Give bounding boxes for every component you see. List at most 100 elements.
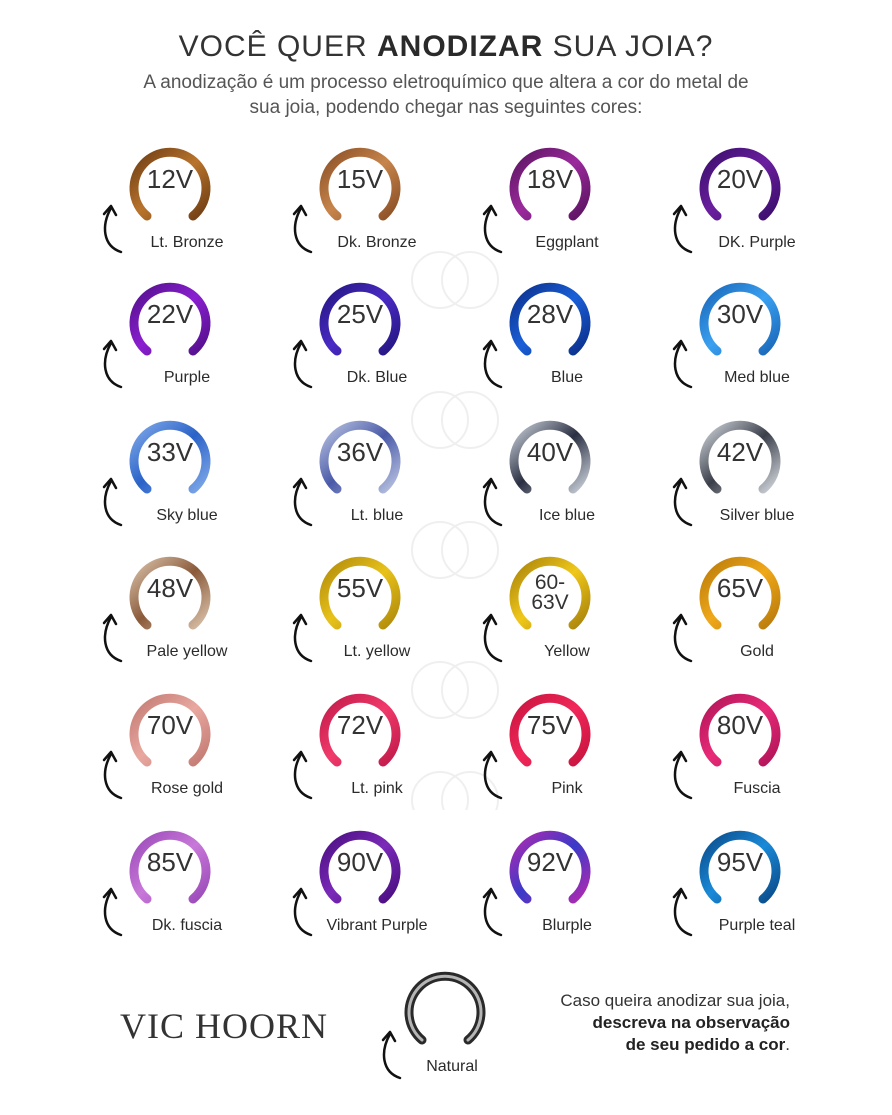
subtitle: A anodização é um processo eletroquímico… xyxy=(143,72,749,118)
color-swatch: 75V Pink xyxy=(475,684,645,812)
color-swatch: 30V Med blue xyxy=(665,273,835,401)
curved-arrow-icon xyxy=(102,204,123,254)
voltage-label: 36V xyxy=(336,437,384,467)
ring-icon xyxy=(509,282,591,356)
color-name: Pale yellow xyxy=(146,643,228,660)
curved-arrow-icon xyxy=(672,887,693,937)
ring-icon xyxy=(509,420,591,494)
color-swatch: 40V Ice blue xyxy=(475,411,645,539)
ring-icon xyxy=(129,147,211,221)
color-grid: 12V Lt. Bronze 15V Dk. Bronze 18V Eggplant 20V… xyxy=(95,138,855,938)
curved-arrow-icon xyxy=(292,204,313,254)
note-line-3: de seu pedido a cor xyxy=(625,1035,786,1054)
color-name: Blurple xyxy=(542,917,592,934)
color-name: Sky blue xyxy=(156,507,218,524)
ring-icon xyxy=(699,420,781,494)
color-name: Pink xyxy=(551,780,583,797)
curved-arrow-icon xyxy=(482,339,503,389)
voltage-label: 28V xyxy=(526,299,574,329)
color-swatch: 18V Eggplant xyxy=(475,138,645,266)
header: VOCÊ QUER ANODIZAR SUA JOIA? A anodizaçã… xyxy=(0,30,892,120)
order-note: Caso queira anodizar sua joia, descreva … xyxy=(500,990,790,1056)
curved-arrow-icon xyxy=(292,339,313,389)
color-swatch: 15V Dk. Bronze xyxy=(285,138,455,266)
color-name: Blue xyxy=(550,369,584,386)
ring-icon xyxy=(319,147,401,221)
color-swatch: 36V Lt. blue xyxy=(285,411,455,539)
ring-icon xyxy=(319,556,401,630)
curved-arrow-icon xyxy=(672,204,693,254)
color-name: Lt. yellow xyxy=(343,643,411,660)
color-swatch: 90V Vibrant Purple xyxy=(285,821,455,949)
color-name: Dk. Bronze xyxy=(337,234,417,251)
vic-hoorn-logo: VIC HOORN xyxy=(120,1006,328,1046)
curved-arrow-icon xyxy=(102,613,123,663)
note-line-2: descreva na observação xyxy=(592,1013,790,1032)
voltage-label: 92V xyxy=(526,847,574,877)
color-swatch: 55V Lt. yellow xyxy=(285,547,455,675)
curved-arrow-icon xyxy=(292,477,313,527)
ring-icon xyxy=(699,147,781,221)
voltage-label: 33V xyxy=(146,437,194,467)
color-name: Gold xyxy=(740,643,774,660)
title-post: SUA JOIA? xyxy=(543,30,714,63)
voltage-label: 75V xyxy=(526,710,574,740)
voltage-label: 25V xyxy=(336,299,384,329)
color-name: Med blue xyxy=(724,369,790,386)
color-swatch: 85V Dk. fuscia xyxy=(95,821,265,949)
color-name: Lt. blue xyxy=(350,507,404,524)
voltage-label: 70V xyxy=(146,710,194,740)
title-pre: VOCÊ QUER xyxy=(178,30,377,63)
voltage-label: 20V xyxy=(716,164,764,194)
ring-icon xyxy=(509,693,591,767)
curved-arrow-icon xyxy=(482,204,503,254)
color-name: Purple teal xyxy=(718,917,796,934)
color-name: Rose gold xyxy=(150,780,224,797)
title-bold: ANODIZAR xyxy=(376,30,544,63)
ring-icon xyxy=(509,830,591,904)
ring-icon xyxy=(699,693,781,767)
color-swatch: 12V Lt. Bronze xyxy=(95,138,265,266)
ring-icon xyxy=(319,282,401,356)
curved-arrow-icon xyxy=(482,477,503,527)
ring-icon xyxy=(699,282,781,356)
voltage-label: 42V xyxy=(716,437,764,467)
watermark-monogram-icon xyxy=(411,251,499,810)
color-name: Dk. Blue xyxy=(346,369,408,386)
ring-icon xyxy=(509,556,591,630)
color-swatch: 20V DK. Purple xyxy=(665,138,835,266)
color-swatch: 33V Sky blue xyxy=(95,411,265,539)
ring-icon xyxy=(319,420,401,494)
brand-text: VIC HOORN xyxy=(120,1006,328,1046)
curved-arrow-icon xyxy=(102,339,123,389)
curved-arrow-icon xyxy=(102,887,123,937)
natural-ring-icon xyxy=(404,971,486,1045)
voltage-label: 18V xyxy=(526,164,574,194)
voltage-label: 22V xyxy=(146,299,194,329)
color-swatch: 70V Rose gold xyxy=(95,684,265,812)
color-name: Silver blue xyxy=(719,507,795,524)
color-name: Purple xyxy=(163,369,211,386)
color-swatch: 95V Purple teal xyxy=(665,821,835,949)
color-name: Ice blue xyxy=(538,507,596,524)
voltage-label: 30V xyxy=(716,299,764,329)
color-name: Lt. pink xyxy=(351,780,403,797)
ring-icon xyxy=(319,693,401,767)
curved-arrow-icon xyxy=(381,1030,402,1080)
voltage-label: 12V xyxy=(146,164,194,194)
voltage-label: 48V xyxy=(146,573,194,603)
color-name: Lt. Bronze xyxy=(150,234,224,251)
voltage-label: 72V xyxy=(336,710,384,740)
page-title: VOCÊ QUER ANODIZAR SUA JOIA? xyxy=(0,30,892,64)
curved-arrow-icon xyxy=(102,750,123,800)
curved-arrow-icon xyxy=(482,613,503,663)
ring-icon xyxy=(699,556,781,630)
color-name: Fuscia xyxy=(733,780,781,797)
voltage-label: 15V xyxy=(336,164,384,194)
curved-arrow-icon xyxy=(672,339,693,389)
curved-arrow-icon xyxy=(672,477,693,527)
color-swatch: 42V Silver blue xyxy=(665,411,835,539)
curved-arrow-icon xyxy=(672,613,693,663)
curved-arrow-icon xyxy=(672,750,693,800)
color-name: Vibrant Purple xyxy=(326,917,428,934)
